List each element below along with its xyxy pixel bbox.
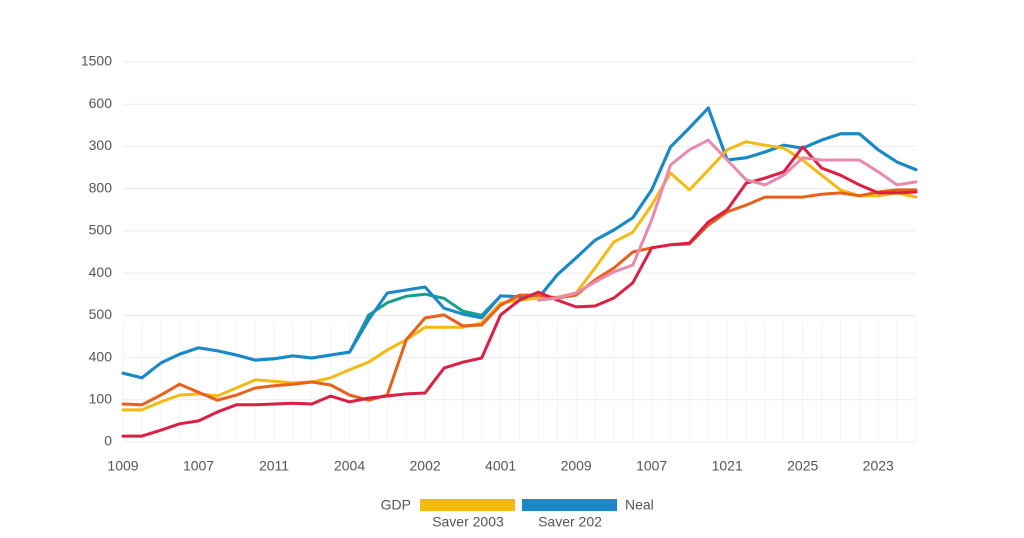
x-tick-label: 1009 (107, 458, 138, 474)
x-tick-label: 1021 (712, 458, 743, 474)
y-tick-label: 400 (89, 348, 113, 364)
x-tick-label: 2009 (561, 458, 592, 474)
legend-label: Neal (625, 497, 654, 513)
y-tick-label: 0 (104, 433, 112, 449)
y-tick-label: 1500 (81, 53, 112, 69)
x-tick-label: 2025 (787, 458, 818, 474)
line-series (536, 138, 918, 302)
legend-swatch (420, 499, 515, 511)
line-series (121, 188, 918, 407)
x-tick-label: 2002 (410, 458, 441, 474)
legend-label: GDP (381, 497, 411, 513)
y-tick-label: 400 (89, 264, 113, 280)
x-tick-label: 1007 (636, 458, 667, 474)
y-tick-label: 500 (89, 222, 113, 238)
y-tick-label: 500 (89, 306, 113, 322)
line-series (121, 145, 918, 438)
y-tick-label: 600 (89, 95, 113, 111)
legend-sublabel: Saver 2003 (432, 514, 504, 530)
x-tick-label: 2011 (259, 458, 289, 474)
legend-swatch (522, 499, 617, 511)
x-tick-label: 1007 (183, 458, 214, 474)
x-tick-label: 4001 (485, 458, 516, 474)
y-tick-label: 300 (89, 137, 113, 153)
y-tick-label: 100 (89, 390, 113, 406)
x-tick-label: 2023 (863, 458, 894, 474)
legend-sublabel: Saver 202 (538, 514, 602, 530)
y-tick-label: 800 (89, 179, 113, 195)
x-tick-label: 2004 (334, 458, 365, 474)
